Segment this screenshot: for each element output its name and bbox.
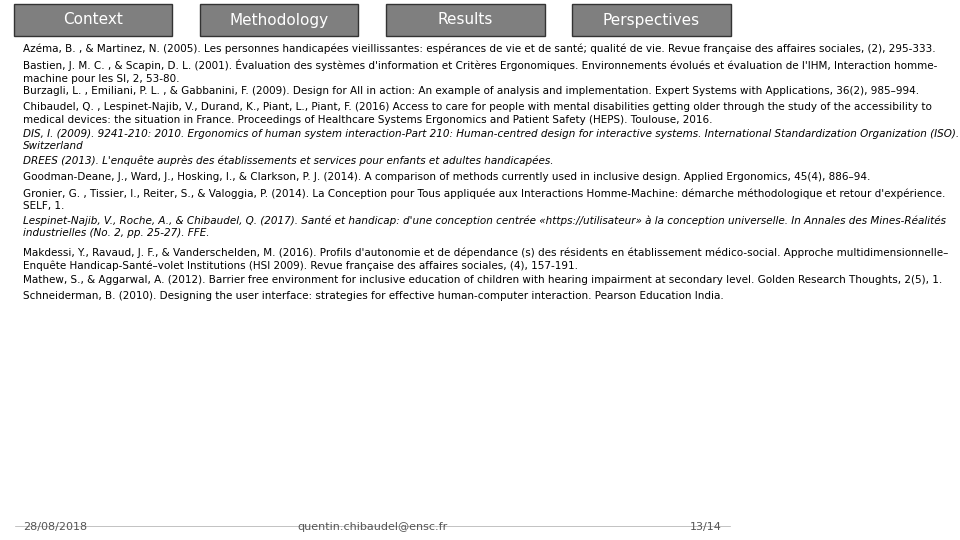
FancyBboxPatch shape: [386, 4, 544, 36]
Text: DREES (2013). L'enquête auprès des établissements et services pour enfants et ad: DREES (2013). L'enquête auprès des établ…: [23, 156, 554, 166]
Text: DIS, I. (2009). 9241-210: 2010. Ergonomics of human system interaction-Part 210:: DIS, I. (2009). 9241-210: 2010. Ergonomi…: [23, 129, 959, 152]
Text: Gronier, G. , Tissier, I., Reiter, S., & Valoggia, P. (2014). La Conception pour: Gronier, G. , Tissier, I., Reiter, S., &…: [23, 188, 946, 211]
Text: Perspectives: Perspectives: [603, 12, 700, 28]
Text: Azéma, B. , & Martinez, N. (2005). Les personnes handicapées vieillissantes: esp: Azéma, B. , & Martinez, N. (2005). Les p…: [23, 43, 936, 53]
Text: 13/14: 13/14: [689, 522, 721, 532]
Text: Results: Results: [438, 12, 493, 28]
FancyBboxPatch shape: [14, 4, 172, 36]
Text: Schneiderman, B. (2010). Designing the user interface: strategies for effective : Schneiderman, B. (2010). Designing the u…: [23, 291, 724, 301]
Text: Methodology: Methodology: [229, 12, 328, 28]
Text: Makdessi, Y., Ravaud, J. F., & Vanderschelden, M. (2016). Profils d'autonomie et: Makdessi, Y., Ravaud, J. F., & Vandersch…: [23, 248, 948, 271]
FancyBboxPatch shape: [572, 4, 731, 36]
Text: quentin.chibaudel@ensc.fr: quentin.chibaudel@ensc.fr: [298, 522, 447, 532]
Text: Chibaudel, Q. , Lespinet-Najib, V., Durand, K., Piant, L., Piant, F. (2016) Acce: Chibaudel, Q. , Lespinet-Najib, V., Dura…: [23, 102, 932, 125]
Text: Lespinet-Najib, V., Roche, A., & Chibaudel, Q. (2017). Santé et handicap: d'une : Lespinet-Najib, V., Roche, A., & Chibaud…: [23, 215, 947, 238]
Text: Context: Context: [63, 12, 123, 28]
Text: 28/08/2018: 28/08/2018: [23, 522, 87, 532]
Text: Mathew, S., & Aggarwal, A. (2012). Barrier free environment for inclusive educat: Mathew, S., & Aggarwal, A. (2012). Barri…: [23, 274, 943, 285]
Text: Burzagli, L. , Emiliani, P. L. , & Gabbanini, F. (2009). Design for All in actio: Burzagli, L. , Emiliani, P. L. , & Gabba…: [23, 86, 920, 96]
FancyBboxPatch shape: [200, 4, 358, 36]
Text: Bastien, J. M. C. , & Scapin, D. L. (2001). Évaluation des systèmes d'informatio: Bastien, J. M. C. , & Scapin, D. L. (200…: [23, 59, 938, 84]
Text: Goodman-Deane, J., Ward, J., Hosking, I., & Clarkson, P. J. (2014). A comparison: Goodman-Deane, J., Ward, J., Hosking, I.…: [23, 172, 871, 182]
